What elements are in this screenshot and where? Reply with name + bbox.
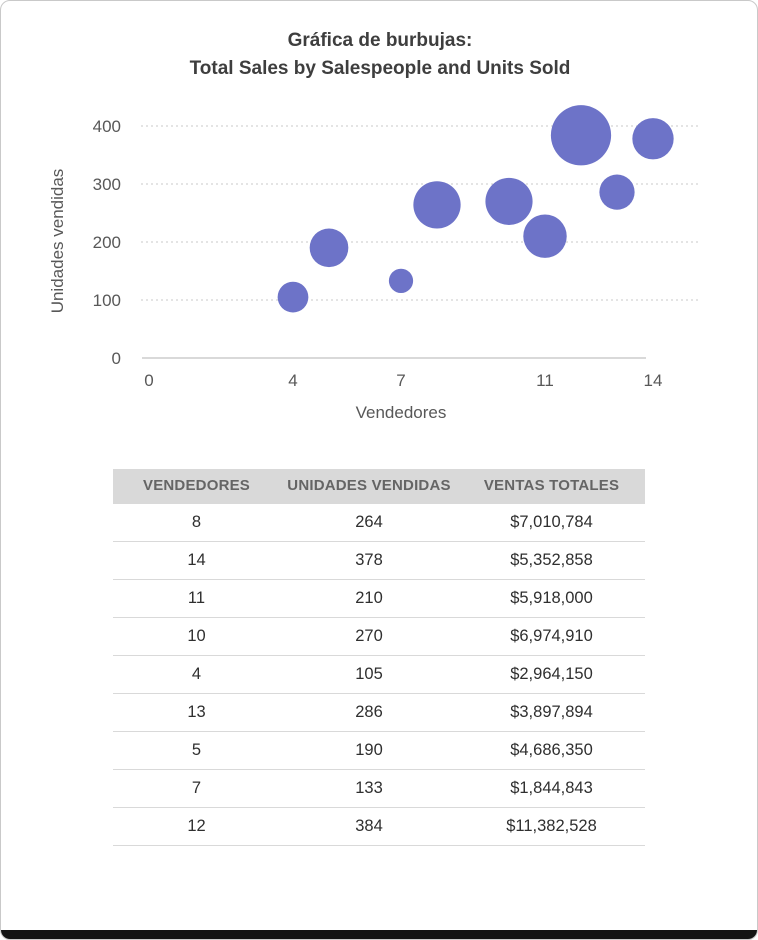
- table-cell: 8: [113, 503, 280, 542]
- bubble-chart: 0 100 200 300 400 0 4 7 11 14 Gráfica de burbujas…: [1, 1, 757, 453]
- table-row: 10 270 $6,974,910: [113, 617, 645, 656]
- table-cell: 13: [113, 693, 280, 732]
- bubble: [523, 214, 567, 258]
- table-cell: 10: [113, 617, 280, 656]
- table-body: 8 264 $7,010,784 14 378 $5,352,858 11 210 $5,918…: [113, 503, 645, 846]
- table-cell: 384: [280, 807, 458, 846]
- bottom-bar: [1, 930, 757, 939]
- table-cell: $1,844,843: [458, 769, 645, 808]
- x-tick-label: 11: [536, 371, 554, 390]
- chart-title-line1: Gráfica de burbujas:: [287, 30, 473, 51]
- x-tick-label: 4: [288, 371, 297, 390]
- table-cell: 7: [113, 769, 280, 808]
- bubble: [550, 105, 612, 166]
- table-header-row: VENDEDORES UNIDADES VENDIDAS VENTAS TOTALE…: [113, 469, 645, 504]
- table-row: 4 105 $2,964,150: [113, 655, 645, 694]
- table-cell: 286: [280, 693, 458, 732]
- x-tick-label: 14: [644, 371, 663, 390]
- table-row: 11 210 $5,918,000: [113, 579, 645, 618]
- table-row: 7 133 $1,844,843: [113, 769, 645, 808]
- chart-title-line2: Total Sales by Salespeople and Units Sol…: [189, 58, 571, 79]
- bubble: [485, 177, 533, 225]
- table-row: 13 286 $3,897,894: [113, 693, 645, 732]
- table-row: 12 384 $11,382,528: [113, 807, 645, 846]
- y-tick-label: 300: [93, 175, 121, 194]
- table-cell: 5: [113, 731, 280, 770]
- table-cell: 105: [280, 655, 458, 694]
- table-cell: 270: [280, 617, 458, 656]
- x-tick-label: 0: [144, 371, 153, 390]
- y-tick-label: 0: [112, 349, 121, 368]
- bubble: [388, 268, 414, 293]
- table-cell: 14: [113, 541, 280, 580]
- table-cell: 12: [113, 807, 280, 846]
- bubble: [632, 118, 674, 160]
- chart-title: Gráfica de burbujas: Total Sales by Sale…: [1, 27, 757, 83]
- table-cell: $5,918,000: [458, 579, 645, 618]
- table-cell: 378: [280, 541, 458, 580]
- column-header: UNIDADES VENDIDAS: [280, 469, 458, 504]
- bubble: [309, 228, 349, 268]
- y-tick-label: 100: [93, 291, 121, 310]
- bubble-chart-svg: 0 100 200 300 400 0 4 7 11 14: [93, 105, 701, 390]
- table-cell: $6,974,910: [458, 617, 645, 656]
- table-cell: $5,352,858: [458, 541, 645, 580]
- table-cell: $3,897,894: [458, 693, 645, 732]
- table-cell: $4,686,350: [458, 731, 645, 770]
- table-row: 14 378 $5,352,858: [113, 541, 645, 580]
- bubble: [277, 281, 309, 313]
- table-cell: 210: [280, 579, 458, 618]
- x-axis-title: Vendedores: [355, 403, 447, 422]
- bubble: [599, 174, 635, 210]
- table-cell: 264: [280, 503, 458, 542]
- data-table: VENDEDORES UNIDADES VENDIDAS VENTAS TOTALE…: [113, 469, 645, 846]
- y-tick-label: 200: [93, 233, 121, 252]
- table-cell: 4: [113, 655, 280, 694]
- data-table-container: VENDEDORES UNIDADES VENDIDAS VENTAS TOTALE…: [113, 469, 645, 846]
- table-cell: $11,382,528: [458, 807, 645, 846]
- y-axis-title: Unidades vendidas: [48, 168, 67, 314]
- table-cell: $2,964,150: [458, 655, 645, 694]
- table-cell: 11: [113, 579, 280, 618]
- x-tick-label: 7: [396, 371, 405, 390]
- table-cell: 133: [280, 769, 458, 808]
- table-cell: $7,010,784: [458, 503, 645, 542]
- column-header: VENTAS TOTALES: [458, 469, 645, 504]
- column-header: VENDEDORES: [113, 469, 280, 504]
- table-row: 8 264 $7,010,784: [113, 503, 645, 542]
- y-tick-label: 400: [93, 117, 121, 136]
- bubble: [413, 181, 461, 229]
- table-row: 5 190 $4,686,350: [113, 731, 645, 770]
- table-cell: 190: [280, 731, 458, 770]
